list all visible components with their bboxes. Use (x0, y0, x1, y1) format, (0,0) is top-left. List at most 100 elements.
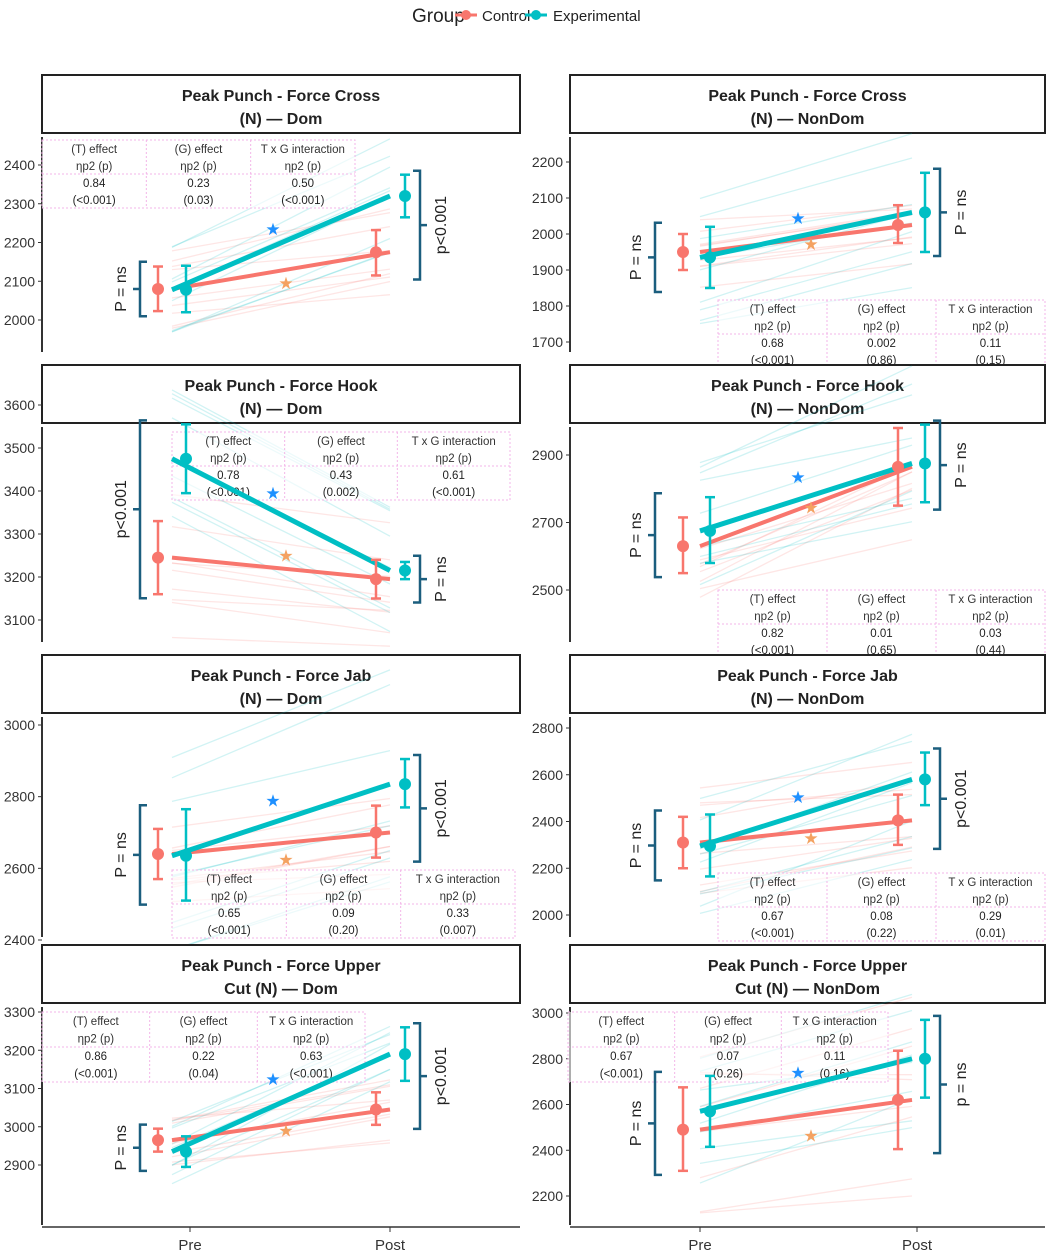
experimental-post-mean-point (399, 190, 411, 202)
post-bracket (933, 1014, 947, 1155)
panel-title-line-1: Peak Punch - Force Cross (708, 88, 906, 105)
experimental-post-mean-point (919, 773, 931, 786)
stats-value: (0.86) (866, 355, 896, 367)
panel-1: Peak Punch - Force Cross (N) — Dom 2000 210… (4, 74, 521, 352)
control-individual-line (699, 236, 913, 267)
y-tick-label: 2300 (4, 196, 35, 212)
stats-header: ηp2 (p) (180, 161, 217, 173)
pre-bracket (648, 221, 662, 294)
control-individual-line (171, 601, 391, 634)
stats-header: T x G interaction (948, 594, 1032, 606)
experimental-pre-mean-point (704, 840, 716, 853)
experimental-individual-line (699, 203, 913, 240)
stats-header: (G) effect (320, 874, 369, 886)
legend-control-dot (461, 10, 471, 20)
post-bracket-label: p<0.001 (433, 196, 450, 254)
stats-value: (<0.001) (751, 928, 794, 940)
stats-value: (<0.001) (281, 195, 324, 207)
experimental-mean-line (171, 193, 391, 293)
pre-bracket (648, 809, 662, 882)
control-individual-line (171, 276, 391, 307)
pre-bracket (648, 1070, 662, 1177)
control-pre-mean-point (152, 551, 164, 564)
experimental-individual-line (171, 501, 391, 614)
y-tick-label: 3600 (4, 397, 35, 413)
control-individual-line (699, 482, 913, 550)
control-individual-line (699, 1116, 913, 1179)
y-tick-label: 2100 (4, 273, 35, 289)
y-tick-label: 3100 (4, 612, 35, 628)
panel-7: Peak Punch - Force Upper Cut (N) — Dom 290… (4, 944, 521, 1225)
stats-value: 0.82 (761, 628, 783, 640)
control-individual-line (699, 780, 913, 819)
y-tick-label: 2400 (4, 932, 35, 948)
stats-value: (<0.001) (751, 645, 794, 657)
post-bracket (413, 554, 427, 604)
stats-table: (T) effect 0.65 ηp2 (p) (<0.001) (G) effect 0… (171, 869, 516, 939)
control-mean-line (171, 555, 391, 582)
post-bracket-label: P = ns (433, 556, 450, 602)
panel-title-line-2: (N) — Dom (240, 691, 323, 708)
control-individual-line (171, 797, 391, 828)
panel-title-line-1: Peak Punch - Force Upper (181, 958, 380, 975)
stats-value: 0.78 (217, 470, 239, 482)
control-individual-line (171, 1079, 391, 1121)
control-post-mean-point (892, 1093, 904, 1106)
pre-bracket (648, 491, 662, 579)
panel-title-line-2: Cut (N) — NonDom (735, 981, 880, 998)
stats-value: 0.11 (824, 1051, 846, 1063)
stats-header: (T) effect (71, 144, 118, 156)
experimental-individual-line (171, 1081, 391, 1185)
legend-experimental-dot (531, 10, 541, 20)
y-tick-label: 3300 (4, 526, 35, 542)
y-tick-label: 2100 (532, 190, 563, 206)
stats-header: ηp2 (p) (754, 321, 791, 333)
stats-value: 0.86 (85, 1051, 107, 1063)
pre-bracket (133, 803, 147, 906)
experimental-individual-line (699, 365, 913, 468)
experimental-individual-line (699, 231, 913, 303)
panel-strip (41, 654, 521, 714)
experimental-pre-mean-point (704, 1105, 716, 1118)
y-tick-label: 2400 (532, 1142, 563, 1158)
control-individual-line (699, 211, 913, 245)
stats-value: (<0.001) (290, 1069, 333, 1081)
control-individual-line (171, 588, 391, 613)
post-bracket (413, 169, 427, 281)
stats-header: ηp2 (p) (325, 891, 362, 903)
control-individual-line (699, 471, 913, 583)
experimental-mean-line (699, 1056, 913, 1114)
control-individual-line (699, 243, 913, 268)
control-individual-line (171, 225, 391, 268)
experimental-significance-star-icon: ★ (265, 484, 280, 503)
experimental-mean-line (170, 1051, 392, 1154)
control-individual-line (699, 837, 913, 870)
stats-value: 0.11 (980, 338, 1002, 350)
experimental-significance-star-icon: ★ (790, 209, 805, 228)
experimental-individual-line (699, 794, 913, 855)
stats-header: ηp2 (p) (285, 161, 322, 173)
y-tick-label: 3500 (4, 440, 35, 456)
y-tick-label: 1800 (532, 298, 563, 314)
experimental-pre-mean-point (180, 1145, 192, 1158)
stats-value: 0.84 (83, 178, 106, 190)
stats-value: 0.01 (870, 628, 892, 640)
stats-value: (<0.001) (432, 487, 475, 499)
panel-2: Peak Punch - Force Cross (N) — NonDom 1700… (532, 74, 1046, 369)
panel-title-line-2: (N) — Dom (240, 401, 323, 418)
experimental-significance-star-icon: ★ (265, 791, 280, 810)
stats-header: ηp2 (p) (78, 1034, 115, 1046)
stats-value: (0.01) (975, 928, 1005, 940)
stats-header: (G) effect (180, 1016, 229, 1028)
experimental-post-mean-point (919, 1052, 931, 1065)
stats-header: (G) effect (858, 877, 907, 889)
experimental-pre-mean-point (704, 251, 716, 264)
experimental-individual-line (699, 490, 913, 586)
stats-header: ηp2 (p) (972, 894, 1009, 906)
control-individual-line (699, 761, 913, 789)
stats-value: (0.44) (975, 645, 1005, 657)
experimental-mean-line (699, 777, 913, 849)
panel-title-line-1: Peak Punch - Force Hook (185, 378, 378, 395)
panel-5: Peak Punch - Force Jab (N) — Dom 2400 2600 2… (4, 654, 521, 951)
